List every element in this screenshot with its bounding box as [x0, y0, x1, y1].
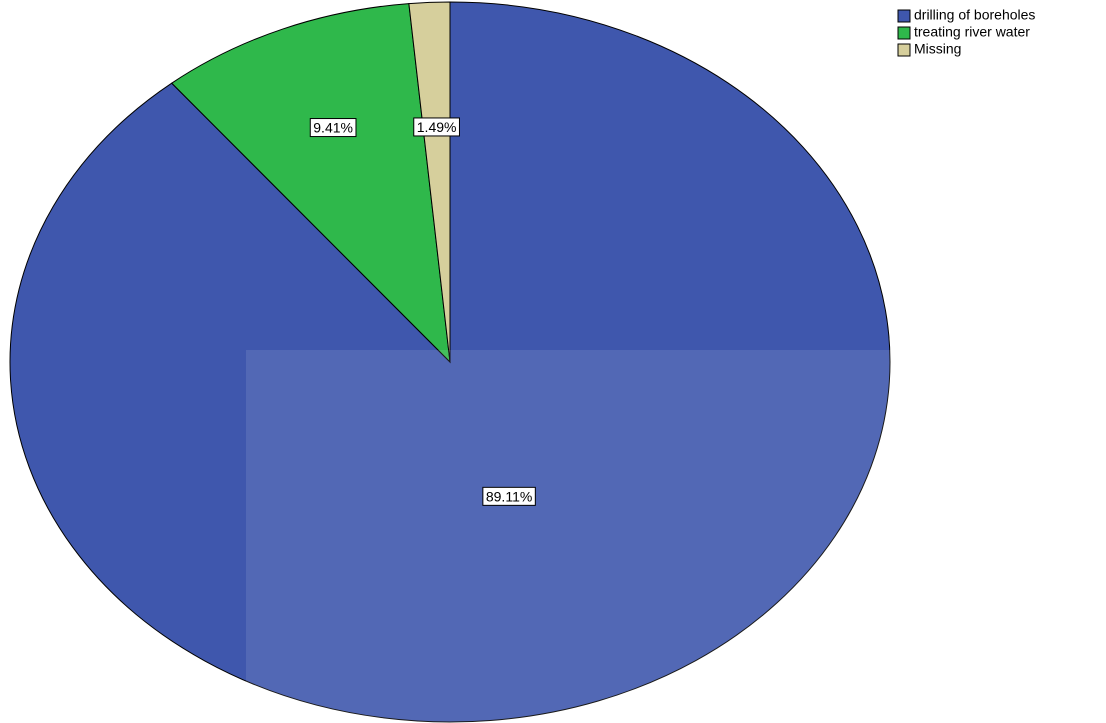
- label-box: [413, 117, 460, 137]
- legend-label: Missing: [914, 41, 961, 57]
- pie-slice: [170, 3, 451, 364]
- label-box: [309, 118, 357, 138]
- data-label: 1.49%: [417, 119, 457, 135]
- legend-label: treating river water: [914, 24, 1030, 40]
- data-label: 89.11%: [486, 488, 532, 504]
- data-labels: 89.11% 9.41% 1.49%: [309, 117, 536, 506]
- pie-slice: [408, 1, 451, 363]
- label-box: [482, 486, 536, 506]
- legend-label: drilling of boreholes: [914, 7, 1035, 23]
- watermark: [246, 350, 986, 723]
- legend-swatch: [897, 26, 911, 40]
- data-label: 9.41%: [313, 120, 353, 136]
- legend-swatch: [897, 9, 911, 23]
- legend-swatch: [897, 43, 911, 57]
- pie: [9, 1, 891, 723]
